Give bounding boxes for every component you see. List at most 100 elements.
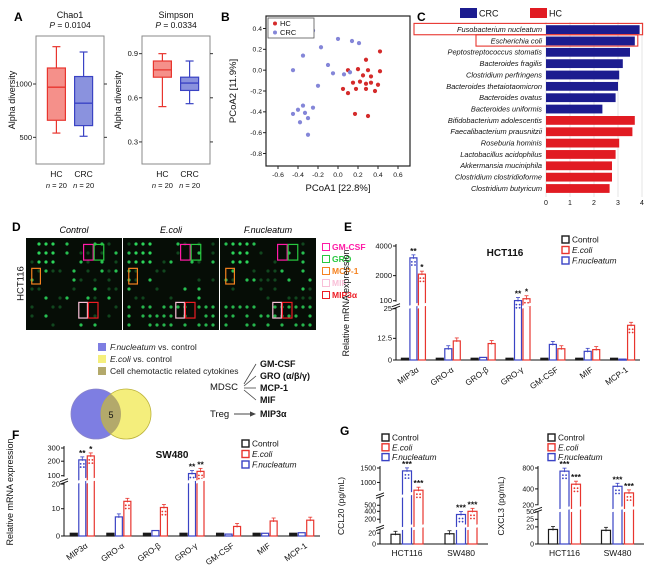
replicate-dot: [410, 264, 413, 266]
array-dot: [141, 251, 145, 255]
replicate-dot: [515, 306, 518, 309]
replicate-dot: [562, 477, 564, 480]
legend-swatch: [460, 8, 477, 18]
x-category-label: SW480: [447, 548, 475, 558]
array-dot: [37, 287, 41, 291]
legend-swatch: [530, 8, 547, 18]
y-tick-label: 200: [47, 457, 60, 466]
array-dot: [148, 278, 152, 282]
legend-swatch: [561, 235, 570, 244]
box: [179, 76, 200, 92]
replicate-dot: [419, 280, 422, 283]
array-dot: [127, 260, 131, 264]
bar: [261, 532, 270, 537]
marker-legend-item: GRO: [322, 254, 351, 264]
scatter-point: [355, 67, 361, 72]
array-dot: [51, 269, 55, 273]
panel-label-e: E: [344, 220, 353, 234]
array-dot: [204, 314, 208, 318]
species-label: Clostridium butyricum: [471, 184, 542, 193]
replicate-dot: [461, 517, 464, 520]
plot-title: Chao1: [57, 10, 84, 20]
bar: [546, 184, 610, 193]
x-category-label: GRO-β: [136, 541, 163, 564]
panel-label-c: C: [417, 10, 426, 24]
bar: [269, 520, 278, 537]
y-tick-label: 50: [526, 509, 534, 516]
venn-legend-swatch: [98, 367, 106, 375]
venn-legend-item: E.coli vs. control: [98, 354, 172, 364]
replicate-dot: [192, 476, 195, 479]
y-tick-label: 0: [372, 541, 376, 548]
legend-marker: [273, 30, 277, 35]
treg-label: Treg: [210, 409, 229, 420]
array-dot: [245, 305, 249, 309]
scatter-point: [305, 115, 311, 121]
bar-break: [467, 524, 478, 531]
bar: [609, 357, 619, 361]
replicate-dot: [576, 490, 579, 493]
array-dot: [224, 314, 228, 318]
replicate-dot: [573, 490, 576, 493]
x-tick-label: 2: [592, 200, 596, 207]
n-label: n = 20: [46, 181, 67, 190]
array-dot: [280, 269, 284, 273]
significance-stars: *: [420, 262, 424, 272]
replicate-dot: [458, 517, 461, 520]
array-dot: [114, 269, 118, 273]
replicate-dot: [618, 492, 620, 495]
replicate-dot: [419, 493, 421, 496]
microarray-image: [123, 238, 219, 330]
scatter-point: [350, 80, 356, 85]
x-axis-label: PCoA1 [22.8%]: [306, 183, 371, 194]
venn-diagram: 5: [70, 388, 152, 440]
replicate-dot: [82, 462, 85, 465]
pathway-target-label: MIF: [260, 395, 276, 405]
scatter-point: [372, 88, 378, 94]
y-tick-label: 25: [526, 517, 534, 524]
scatter-point: [341, 72, 347, 77]
n-label: n = 20: [152, 181, 173, 190]
array-dot: [280, 323, 284, 327]
array-dot: [79, 260, 83, 264]
y-axis-label: CXCL3 (pg/mL): [496, 476, 506, 535]
array-dot: [30, 305, 34, 309]
replicate-dot: [124, 507, 127, 510]
array-dot: [301, 305, 305, 309]
scatter-point: [365, 113, 371, 119]
replicate-dot: [518, 303, 521, 306]
replicate-dot: [562, 474, 564, 477]
replicate-dot: [128, 504, 130, 507]
marker-box: [225, 267, 236, 285]
array-dot: [107, 269, 111, 273]
replicate-dot: [618, 489, 620, 492]
replicate-dot: [615, 489, 617, 492]
array-dot: [238, 251, 242, 255]
marker-box: [78, 301, 89, 319]
y-tick-label: 12.5: [377, 334, 392, 343]
bar: [306, 519, 315, 537]
n-label: n = 20: [73, 181, 94, 190]
legend-swatch: [381, 443, 390, 452]
significance-stars: **: [410, 246, 417, 256]
array-dot: [266, 269, 270, 273]
marker-box: [87, 301, 99, 319]
bar: [546, 70, 620, 80]
marker-legend-item: GM-CSF: [322, 242, 366, 252]
x-tick-label: 0.6: [393, 172, 403, 179]
scatter-point: [353, 86, 359, 92]
array-dot: [93, 323, 97, 327]
y-tick-label: 500: [364, 503, 376, 510]
array-dot: [127, 314, 131, 318]
legend-swatch: [547, 452, 556, 462]
scatter-point: [302, 110, 308, 115]
y-axis-label: Alpha diversity: [113, 70, 123, 129]
scatter-point: [297, 120, 303, 125]
array-dot: [176, 251, 180, 255]
bar: [540, 357, 549, 361]
array-dot: [44, 269, 48, 273]
replicate-dot: [128, 507, 130, 510]
legend-label: F.nucleatum: [392, 452, 437, 462]
venn-legend-swatch: [98, 343, 106, 351]
